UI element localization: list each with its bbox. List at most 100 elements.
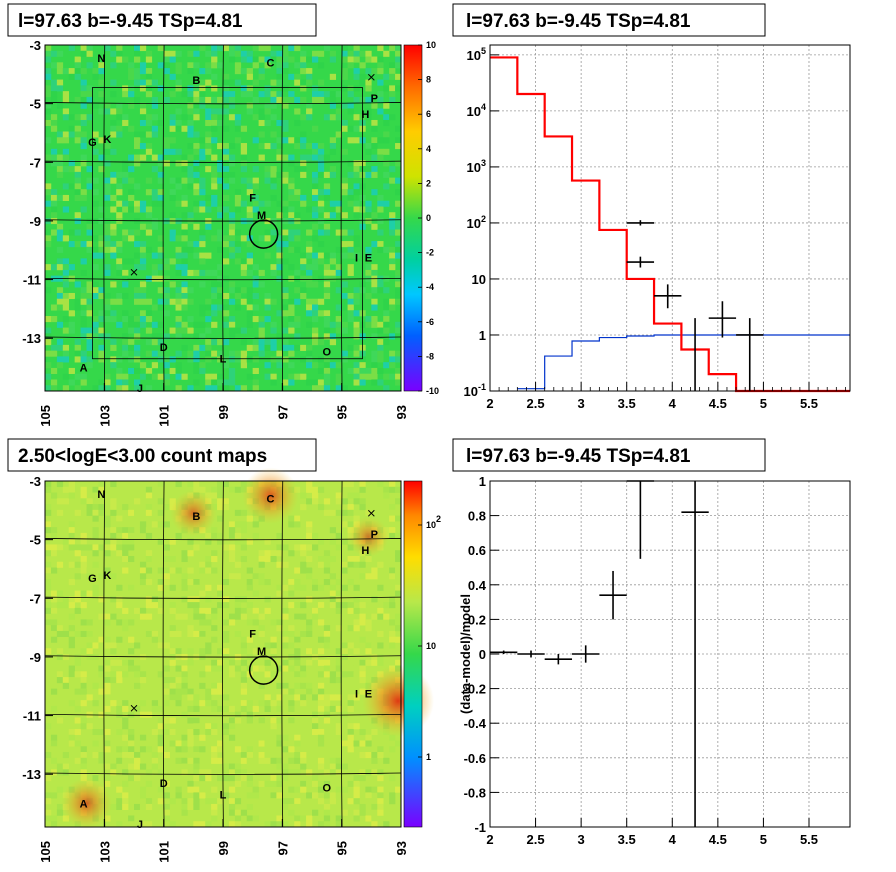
map-pixel [134, 763, 141, 770]
map-pixel [223, 96, 230, 103]
map-pixel [383, 316, 390, 323]
map-pixel [300, 567, 307, 574]
map-pixel [371, 321, 378, 328]
map-pixel [389, 229, 396, 236]
map-pixel [163, 96, 170, 103]
map-pixel [359, 705, 366, 712]
map-pixel [395, 241, 402, 248]
map-pixel [264, 85, 271, 92]
map-pixel [223, 160, 230, 167]
map-pixel [264, 119, 271, 127]
map-pixel [228, 486, 236, 493]
map-pixel [98, 659, 105, 666]
map-pixel [389, 515, 396, 522]
map-pixel [163, 356, 170, 363]
map-pixel [258, 45, 265, 52]
map-pixel [80, 630, 87, 637]
map-pixel [205, 619, 212, 626]
map-pixel [359, 73, 366, 80]
map-pixel [68, 183, 75, 190]
map-pixel [116, 56, 123, 63]
map-pixel [92, 333, 99, 340]
map-pixel [74, 229, 81, 236]
map-pixel [335, 385, 342, 392]
map-pixel [116, 218, 123, 225]
map-pixel [323, 607, 331, 614]
map-pixel [128, 498, 135, 505]
map-pixel [353, 379, 360, 386]
map-pixel [169, 281, 176, 288]
map-pixel [74, 596, 81, 603]
map-pixel [45, 235, 52, 242]
map-pixel [151, 561, 159, 568]
map-pixel [116, 596, 123, 603]
map-pixel [205, 50, 212, 57]
map-pixel [288, 45, 295, 52]
map-pixel [300, 613, 307, 620]
map-pixel [323, 544, 331, 551]
map-pixel [98, 728, 105, 736]
map-pixel [217, 682, 224, 689]
map-pixel [341, 642, 348, 649]
map-pixel [329, 252, 337, 259]
map-pixel [300, 96, 307, 103]
map-pixel [323, 567, 331, 574]
map-pixel [312, 327, 319, 334]
map-pixel [50, 757, 58, 764]
map-pixel [211, 688, 218, 695]
map-pixel [329, 590, 337, 597]
map-pixel [365, 292, 372, 300]
map-pixel [223, 183, 230, 190]
map-pixel [300, 671, 307, 678]
map-pixel [169, 212, 176, 219]
map-pixel [116, 131, 123, 138]
map-pixel [246, 108, 253, 115]
map-pixel [128, 613, 135, 620]
map-pixel [193, 241, 200, 248]
map-pixel [312, 362, 319, 369]
map-pixel [347, 504, 354, 511]
map-pixel [199, 362, 206, 369]
map-pixel [110, 481, 117, 488]
map-pixel [122, 56, 129, 63]
map-pixel [335, 579, 342, 586]
map-pixel [223, 636, 230, 643]
map-pixel [288, 264, 295, 271]
map-pixel [395, 56, 402, 63]
colorbar-label: 0 [426, 213, 431, 223]
map-pixel [122, 757, 129, 764]
map-pixel [300, 154, 307, 161]
map-pixel [145, 189, 153, 196]
map-pixel [312, 304, 319, 311]
map-pixel [317, 705, 325, 712]
source-label: A [80, 363, 88, 375]
map-pixel [294, 613, 301, 620]
map-pixel [294, 682, 301, 689]
map-pixel [151, 688, 159, 695]
map-pixel [151, 154, 159, 161]
map-pixel [323, 183, 331, 190]
map-pixel [50, 815, 58, 822]
map-pixel [252, 264, 259, 271]
y-tick-label: -5 [29, 97, 41, 112]
map-pixel [264, 56, 271, 63]
map-pixel [74, 654, 81, 661]
map-pixel [294, 235, 301, 242]
map-pixel [50, 62, 58, 69]
map-pixel [175, 264, 182, 271]
map-pixel [175, 333, 182, 340]
map-pixel [282, 607, 289, 614]
map-pixel [205, 344, 212, 351]
map-pixel [122, 775, 129, 782]
map-pixel [74, 339, 81, 346]
map-pixel [74, 717, 81, 724]
map-pixel [211, 96, 218, 103]
map-pixel [122, 521, 129, 528]
map-pixel [175, 688, 182, 695]
map-pixel [294, 642, 301, 649]
map-pixel [110, 659, 117, 666]
map-pixel [282, 746, 289, 753]
map-pixel [68, 596, 75, 603]
map-pixel [347, 625, 354, 632]
map-pixel [317, 694, 325, 701]
